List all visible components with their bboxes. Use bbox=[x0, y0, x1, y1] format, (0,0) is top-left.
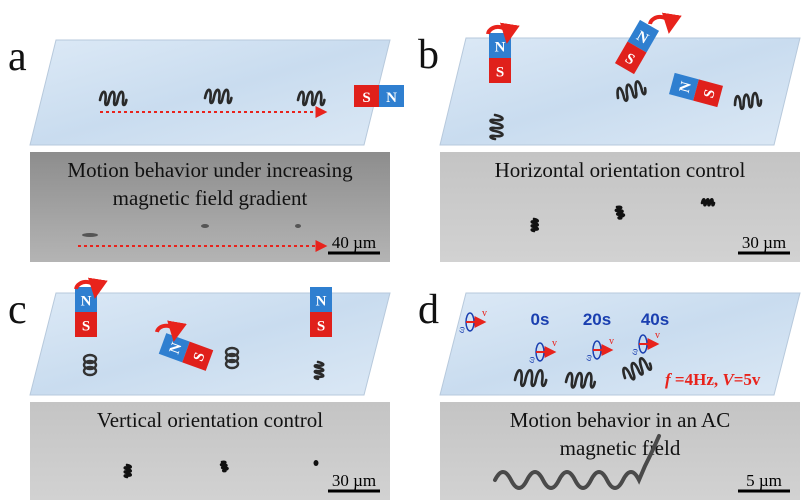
time-label: 0s bbox=[531, 310, 550, 329]
time-label: 20s bbox=[583, 310, 611, 329]
magnet-south-label: S bbox=[317, 319, 325, 335]
particle bbox=[82, 233, 98, 237]
particle bbox=[295, 224, 301, 228]
magnet-south-label: S bbox=[496, 65, 504, 81]
panel-label: a bbox=[8, 34, 27, 80]
magnet: NS bbox=[489, 33, 511, 83]
caption: Motion behavior in an AC bbox=[510, 408, 730, 432]
magnet-south-label: S bbox=[82, 319, 90, 335]
magnet: NS bbox=[354, 85, 404, 107]
velocity-label: v bbox=[482, 308, 487, 319]
drive-parameters: f =4Hz, V=5v bbox=[665, 370, 761, 389]
caption: magnetic field gradient bbox=[113, 186, 308, 210]
particle bbox=[314, 460, 319, 466]
magnet-north-label: N bbox=[386, 90, 397, 106]
caption: magnetic field bbox=[560, 436, 681, 460]
rotation-arrow bbox=[650, 17, 670, 26]
scale-bar-label: 30 µm bbox=[742, 233, 786, 252]
microspring bbox=[532, 219, 538, 231]
particle bbox=[201, 224, 209, 228]
scale-bar-label: 5 µm bbox=[746, 471, 782, 490]
magnet-north-label: N bbox=[316, 294, 327, 310]
scale-bar-label: 30 µm bbox=[332, 471, 376, 490]
caption: Vertical orientation control bbox=[97, 408, 323, 432]
velocity-label: v bbox=[655, 330, 660, 341]
time-label: 40s bbox=[641, 310, 669, 329]
velocity-label: v bbox=[552, 338, 557, 349]
microspring bbox=[702, 199, 714, 205]
velocity-label: v bbox=[609, 336, 614, 347]
microspring bbox=[315, 362, 323, 379]
caption: Motion behavior under increasing bbox=[67, 158, 353, 182]
magnet-north-label: N bbox=[495, 40, 506, 56]
magnet-south-label: S bbox=[362, 90, 370, 106]
drive-parameter: =5v bbox=[734, 370, 761, 389]
figure: a Motion behavior under increasing magneti… bbox=[0, 0, 803, 504]
magnet-north-label: N bbox=[81, 294, 92, 310]
caption: Horizontal orientation control bbox=[495, 158, 746, 182]
magnet: NS bbox=[75, 287, 97, 337]
scale-bar-label: 40 µm bbox=[332, 233, 376, 252]
microspring bbox=[125, 465, 131, 477]
panel-label: c bbox=[8, 287, 27, 333]
panel-label: d bbox=[418, 287, 439, 333]
magnet: NS bbox=[310, 287, 332, 337]
drive-parameter: =4Hz, bbox=[671, 370, 723, 389]
panel-label: b bbox=[418, 32, 439, 78]
